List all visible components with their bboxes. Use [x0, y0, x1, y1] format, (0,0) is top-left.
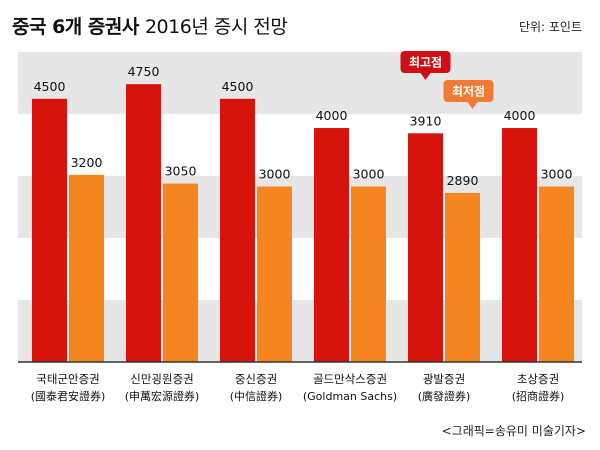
category-hanja-0: (國泰君安證券): [31, 389, 106, 403]
value-label-high-2: 4500: [222, 79, 254, 94]
value-label-high-4: 3910: [410, 113, 442, 128]
background-bands: [18, 52, 582, 362]
callout-box-1: [443, 80, 494, 102]
category-name-5: 초상증권: [517, 372, 559, 386]
value-label-low-2: 3000: [259, 167, 291, 182]
category-name-4: 광발증권: [423, 372, 465, 386]
value-label-low-4: 2890: [447, 173, 479, 188]
category-labels: 국태군안증권 (國泰君安證券) 신만굉원증권 (申萬宏源證券) 중신증권 (中信證券) 골드…: [31, 372, 565, 403]
value-label-low-3: 3000: [353, 167, 385, 182]
title-light: 2016년 증시 전망: [144, 16, 288, 38]
callout-box-0: [400, 51, 451, 73]
value-label-low-1: 3050: [165, 164, 197, 179]
category-hanja-1: (申萬宏源證券): [125, 389, 200, 403]
category-name-0: 국태군안증권: [36, 372, 99, 386]
band-1: [18, 176, 582, 238]
bar-high-0: [32, 98, 67, 362]
bars: 4500 3200 4750 3050 4500 3000 4000 3000 3910 2890…: [32, 64, 574, 363]
value-label-high-3: 4000: [316, 108, 348, 123]
category-name-2: 중신증권: [235, 372, 277, 386]
category-hanja-5: (招商證券): [512, 389, 565, 403]
callout-text-0: 최고점: [409, 55, 442, 70]
category-name-3: 골드만삭스증권: [313, 372, 387, 386]
value-label-high-5: 4000: [504, 108, 536, 123]
bar-high-2: [220, 98, 255, 362]
callout-text-1: 최저점: [452, 84, 485, 99]
value-label-high-0: 4500: [34, 79, 66, 94]
bar-low-1: [163, 183, 198, 362]
category-hanja-4: (廣發證券): [418, 389, 471, 403]
bar-low-2: [257, 186, 292, 362]
value-label-low-0: 3200: [71, 155, 103, 170]
unit-label: 단위: 포인트: [518, 20, 582, 34]
category-hanja-3: (Goldman Sachs): [303, 390, 397, 403]
graphic-credit: <그래픽=송유미 미술기자>: [441, 424, 586, 438]
bar-low-5: [539, 186, 574, 362]
bar-low-4: [445, 192, 480, 362]
bar-low-0: [69, 174, 104, 362]
category-name-1: 신만굉원증권: [130, 372, 193, 386]
bar-high-5: [502, 128, 537, 362]
bar-high-1: [126, 84, 161, 363]
value-label-low-5: 3000: [541, 167, 573, 182]
bar-high-4: [408, 133, 443, 362]
bar-high-3: [314, 128, 349, 362]
callout-pointer-0: [420, 73, 431, 80]
band-0: [18, 52, 582, 114]
callout-pointer-1: [467, 102, 478, 109]
chart-title: 중국 6개 증권사 2016년 증시 전망: [12, 12, 288, 39]
bar-low-3: [351, 186, 386, 362]
title-bold: 중국 6개 증권사: [12, 16, 139, 38]
band-2: [18, 300, 582, 362]
value-label-high-1: 4750: [128, 64, 160, 79]
category-hanja-2: (中信證券): [230, 389, 283, 403]
